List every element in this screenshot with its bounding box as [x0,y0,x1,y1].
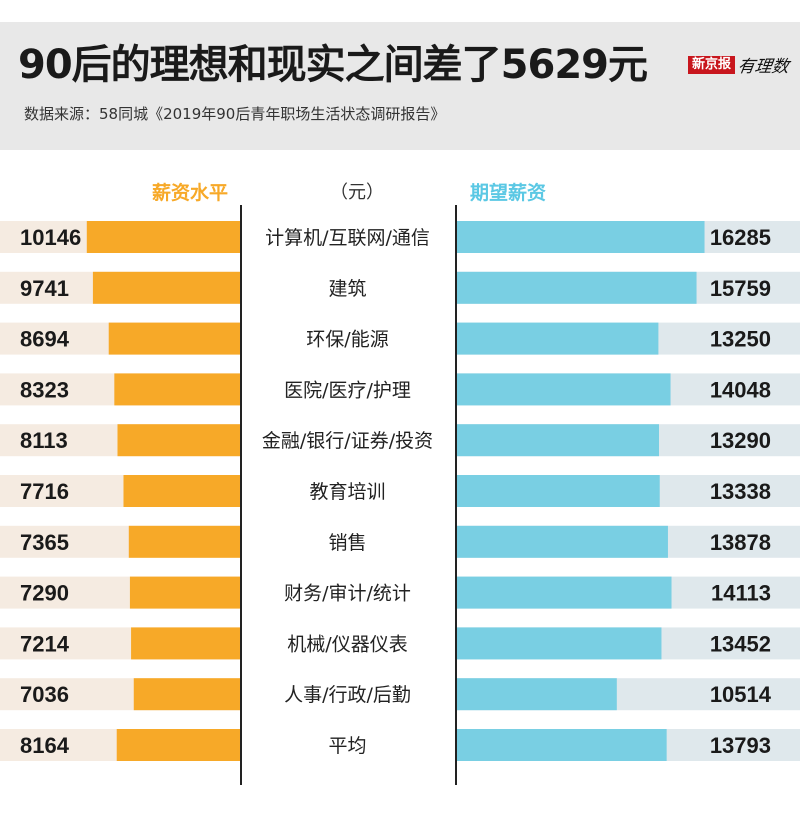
data-label-actual: 8164 [20,733,70,758]
bar-expected-salary [457,475,660,507]
left-axis-line [240,205,242,785]
data-label-actual: 7365 [20,530,69,555]
bar-expected-salary [457,271,697,304]
bar-actual-salary [129,576,240,609]
bar-actual-salary [123,475,240,507]
chart-title: 90后的理想和现实之间差了5629元 [18,42,648,88]
bar-expected-salary [457,221,705,253]
bar-expected-salary [457,525,668,558]
category-label: 销售 [328,532,366,554]
data-label-expected: 13452 [710,631,771,656]
bar-actual-salary [114,373,240,406]
category-label: 教育培训 [309,481,385,503]
data-label-expected: 16285 [710,225,771,250]
unit-label: （元） [330,182,384,203]
bar-actual-salary [117,424,240,457]
data-label-expected: 13338 [710,479,771,504]
data-label-actual: 7716 [20,479,69,504]
data-label-expected: 10514 [710,682,772,707]
data-label-actual: 8113 [20,428,68,453]
bar-actual-salary [133,678,240,711]
data-source: 数据来源：58同城《2019年90后青年职场生活状态调研报告》 [24,105,446,123]
bar-actual-salary [92,271,241,304]
bar-expected-salary [457,627,662,660]
data-label-expected: 14113 [711,581,771,606]
bar-expected-salary [457,373,671,406]
category-label: 财务/审计/统计 [284,583,411,605]
category-label: 人事/行政/后勤 [284,684,411,706]
bar-actual-salary [116,729,240,761]
bar-expected-salary [457,576,672,609]
data-label-expected: 13290 [710,428,771,453]
data-label-expected: 14048 [710,377,771,402]
category-label: 医院/医疗/护理 [284,379,411,401]
bar-actual-salary [128,525,240,558]
data-label-actual: 7214 [20,631,70,656]
category-label: 环保/能源 [306,329,388,351]
data-label-expected: 15759 [710,276,771,301]
bar-expected-salary [457,322,659,355]
header-banner [0,22,800,150]
bar-expected-salary [457,729,667,761]
data-label-expected: 13250 [710,327,771,352]
right-axis-line [455,205,457,785]
publisher-logo: 新京报 有理数 [688,52,790,77]
data-label-actual: 8323 [20,377,69,402]
category-label: 金融/银行/证券/投资 [262,430,433,452]
data-label-actual: 8694 [20,327,70,352]
bar-expected-salary [457,424,660,457]
bar-actual-salary [86,221,240,253]
data-label-actual: 9741 [20,276,69,301]
legend-actual-salary: 薪资水平 [152,182,229,204]
data-label-expected: 13793 [710,733,771,758]
category-label: 计算机/互联网/通信 [265,227,430,249]
category-label: 建筑 [328,278,366,300]
category-label: 平均 [328,735,366,757]
data-label-actual: 7036 [20,682,69,707]
bar-expected-salary [457,678,617,711]
category-label: 机械/仪器仪表 [287,633,407,655]
data-label-actual: 10146 [20,225,81,250]
legend-expected-salary: 期望薪资 [470,182,547,204]
bar-actual-salary [108,322,240,355]
logo-brand: 新京报 [688,55,736,74]
bar-actual-salary [131,627,240,660]
data-label-expected: 13878 [710,530,771,555]
data-label-actual: 7290 [20,581,69,606]
